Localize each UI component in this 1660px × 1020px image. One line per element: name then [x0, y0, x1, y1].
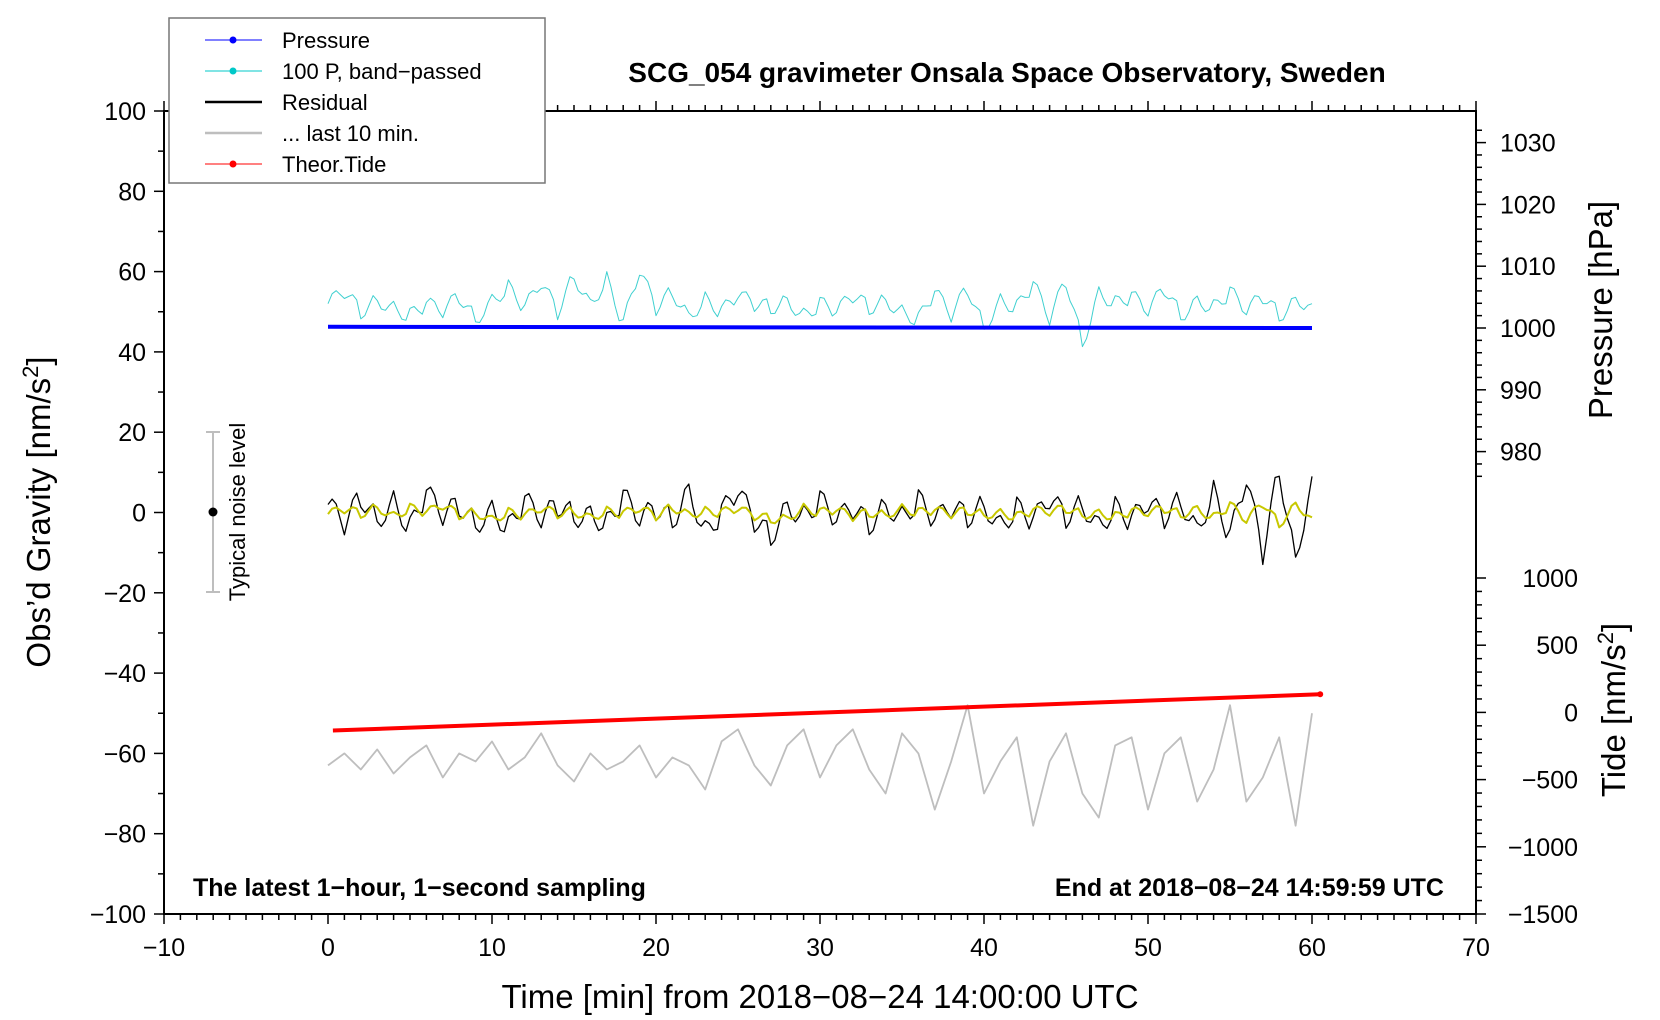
x-tick-label: 20: [642, 934, 670, 962]
y-tick-label: −20: [104, 580, 146, 608]
legend-marker-icon: [229, 36, 237, 44]
noise-level-indicator: Typical noise level: [206, 423, 250, 602]
legend-marker-icon: [229, 67, 237, 75]
series-layer: [327, 271, 1324, 827]
y-axis-label: Obs’d Gravity [nm/s2]: [18, 356, 58, 667]
legend-item: Theor.Tide: [205, 152, 386, 177]
legend-item: Pressure: [205, 28, 370, 53]
series-residual: [327, 475, 1313, 566]
pressure-tick-label: 990: [1500, 377, 1542, 405]
axis-ticks: −10 0 10 20 30 40 50 60 70−100−80−60−40−20020406…: [90, 98, 1578, 962]
y-tick-label: −60: [104, 740, 146, 768]
series-band-passed-pressure: [327, 271, 1313, 348]
legend-label: 100 P, band−passed: [282, 59, 482, 84]
legend: Pressure 100 P, band−passed Residual ... la…: [168, 17, 546, 184]
legend-label: Residual: [282, 90, 368, 115]
tide-tick-label: 1000: [1522, 565, 1578, 593]
series-residual-filtered: [327, 501, 1313, 529]
tide-axis-label: Tide [nm/s2]: [1593, 623, 1633, 797]
pressure-tick-label: 980: [1500, 439, 1542, 467]
x-tick-label: 50: [1134, 934, 1162, 962]
legend-marker-icon: [229, 160, 237, 168]
pressure-axis-label: Pressure [hPa]: [1582, 201, 1619, 419]
x-tick-label: 0: [321, 934, 335, 962]
x-tick-label: 60: [1298, 934, 1326, 962]
series-theoretical-tide: [332, 692, 1321, 733]
y-tick-label: −40: [104, 660, 146, 688]
x-tick-label: −10: [143, 934, 185, 962]
pressure-tick-label: 1020: [1500, 191, 1556, 219]
annotation-left: The latest 1−hour, 1−second sampling: [193, 874, 646, 902]
y-tick-label: 100: [104, 98, 146, 126]
tide-tick-label: −500: [1522, 767, 1578, 795]
noise-level-label: Typical noise level: [225, 423, 250, 602]
x-tick-label: 40: [970, 934, 998, 962]
y-tick-label: 40: [118, 339, 146, 367]
y-tick-label: −80: [104, 821, 146, 849]
plot-frame: [163, 110, 1477, 915]
legend-label: Pressure: [282, 28, 370, 53]
tide-end-marker: [1317, 691, 1324, 698]
annotation-right: End at 2018−08−24 14:59:59 UTC: [1055, 874, 1444, 902]
y-tick-label: 60: [118, 259, 146, 287]
y-tick-label: 80: [118, 178, 146, 206]
tide-tick-label: −1500: [1508, 901, 1578, 929]
tide-tick-label: 500: [1536, 632, 1578, 660]
noise-level-dot: [208, 507, 218, 517]
legend-item: 100 P, band−passed: [205, 59, 482, 84]
series-pressure: [327, 324, 1313, 330]
legend-item: ... last 10 min.: [205, 121, 419, 146]
tide-tick-label: −1000: [1508, 834, 1578, 862]
chart-title: SCG_054 gravimeter Onsala Space Observat…: [628, 57, 1385, 88]
y-tick-label: 20: [118, 419, 146, 447]
legend-item: Residual: [205, 90, 368, 115]
x-tick-label: 10: [478, 934, 506, 962]
legend-label: ... last 10 min.: [282, 121, 419, 146]
y-tick-label: −100: [90, 901, 146, 929]
tide-tick-label: 0: [1564, 699, 1578, 727]
pressure-tick-label: 1010: [1500, 253, 1556, 281]
x-axis-label: Time [min] from 2018−08−24 14:00:00 UTC: [501, 978, 1138, 1015]
y-tick-label: 0: [132, 500, 146, 528]
x-tick-label: 30: [806, 934, 834, 962]
pressure-tick-label: 1030: [1500, 130, 1556, 158]
legend-box: [168, 17, 546, 184]
x-tick-label: 70: [1462, 934, 1490, 962]
pressure-tick-label: 1000: [1500, 315, 1556, 343]
series-last-10-min: [327, 704, 1313, 827]
legend-label: Theor.Tide: [282, 152, 386, 177]
